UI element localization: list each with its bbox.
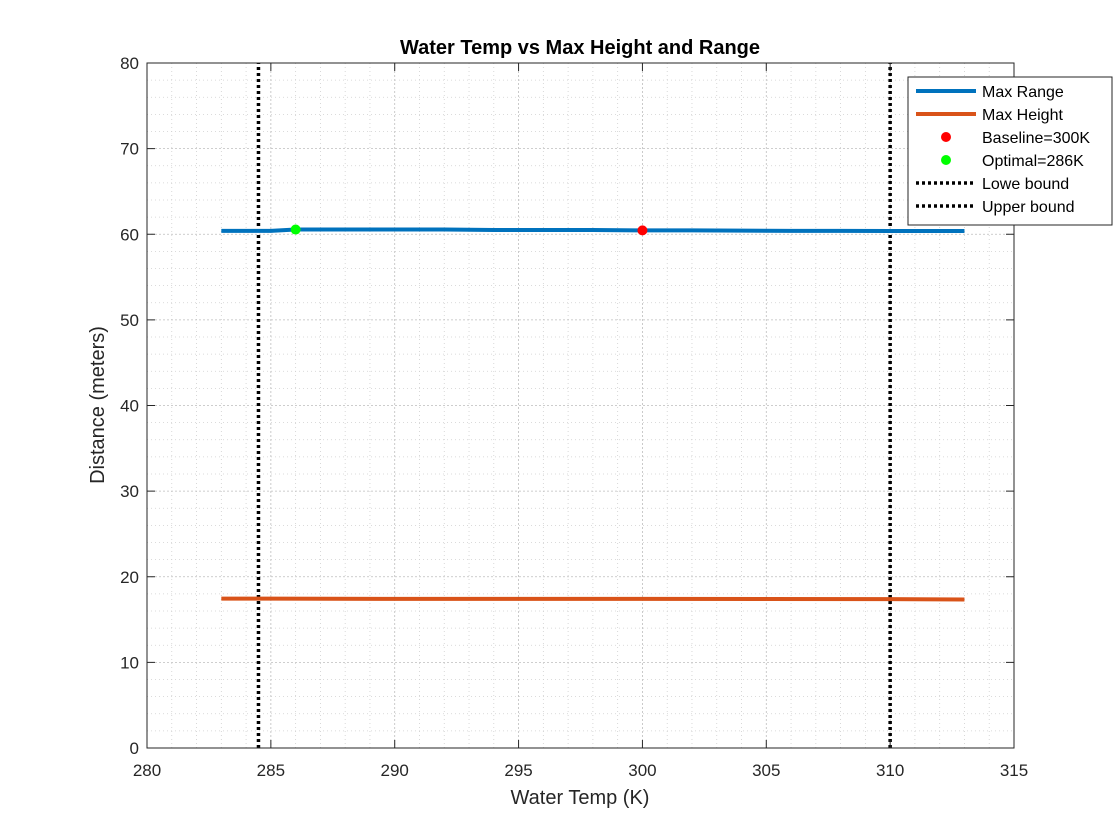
x-tick-label: 315 <box>1000 761 1028 780</box>
x-tick-label: 285 <box>257 761 285 780</box>
x-tick-label: 295 <box>504 761 532 780</box>
y-tick-label: 80 <box>120 54 139 73</box>
x-tick-label: 300 <box>628 761 656 780</box>
tick-labels: 280 285 290 295 300 305 310 315 0 10 20 30 40 50 60 70 8… <box>120 54 1028 780</box>
y-tick-label: 10 <box>120 653 139 672</box>
series-layer <box>221 63 965 748</box>
legend-label-baseline-300k: Baseline=300K <box>982 130 1090 147</box>
minor-grid <box>147 63 1014 748</box>
legend-label-max-height: Max Height <box>982 107 1063 124</box>
x-tick-label: 280 <box>133 761 161 780</box>
x-tick-label: 305 <box>752 761 780 780</box>
legend-box <box>907 76 1113 226</box>
legend-label-lowe-bound: Lowe bound <box>982 176 1069 193</box>
y-tick-label: 20 <box>120 568 139 587</box>
x-tick-label: 290 <box>381 761 409 780</box>
legend-marker-baseline-300k <box>941 132 951 142</box>
legend-marker-optimal-286k <box>941 155 951 165</box>
y-axis-label: Distance (meters) <box>87 326 109 484</box>
y-tick-label: 50 <box>120 311 139 330</box>
series-marker-optimal-286k <box>290 224 301 235</box>
series-line-max-height <box>221 596 965 602</box>
x-axis-label: Water Temp (K) <box>511 787 650 809</box>
x-tick-label: 310 <box>876 761 904 780</box>
y-tick-label: 40 <box>120 397 139 416</box>
y-tick-label: 0 <box>130 739 139 758</box>
y-tick-label: 30 <box>120 482 139 501</box>
chart-title: Water Temp vs Max Height and Range <box>400 37 760 59</box>
legend: Max Range Max Height Baseline=300K Optimal=… <box>907 76 1113 226</box>
series-line-max-range <box>221 227 965 233</box>
legend-label-optimal-286k: Optimal=286K <box>982 153 1084 170</box>
y-tick-label: 60 <box>120 225 139 244</box>
series-marker-baseline-300k <box>637 225 648 236</box>
legend-label-upper-bound: Upper bound <box>982 199 1075 216</box>
legend-label-max-range: Max Range <box>982 84 1064 101</box>
y-tick-label: 70 <box>120 140 139 159</box>
